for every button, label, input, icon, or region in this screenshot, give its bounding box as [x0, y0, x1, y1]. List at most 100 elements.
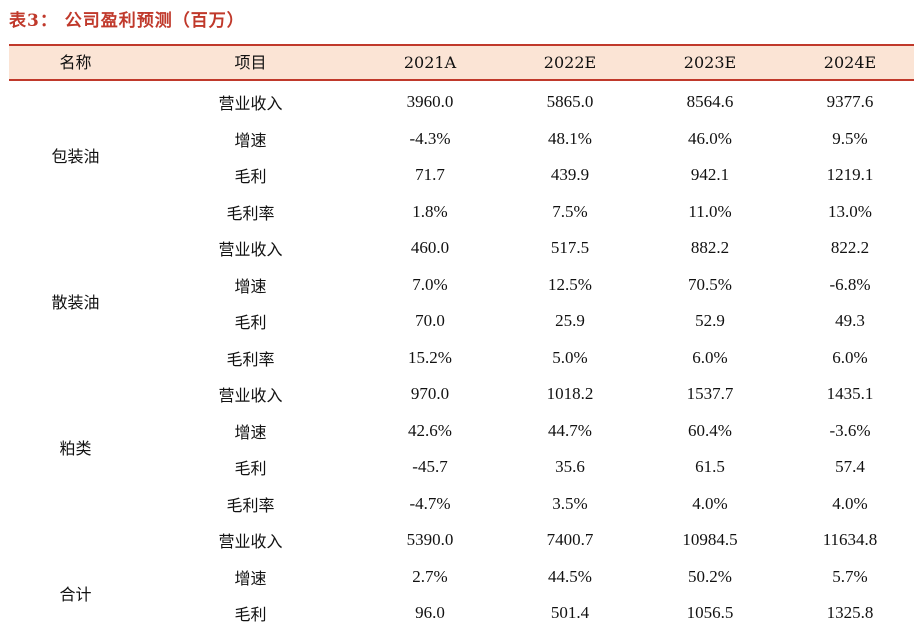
value-cell-2021A: 1.8% [412, 201, 448, 221]
row-item-label: 增速 [234, 422, 267, 442]
table-row: 营业收入 460.0 517.5 882.2 822.2 [0, 230, 916, 267]
value-cell-2022E: 3.5% [552, 493, 588, 513]
row-item-label: 增速 [234, 568, 267, 588]
value-cell-2024E: 1325.8 [826, 603, 874, 622]
table-row: 增速 -4.3% 48.1% 46.0% 9.5% [0, 121, 916, 158]
table-top-rule [9, 44, 914, 46]
row-item-label: 增速 [234, 130, 267, 150]
table-row: 营业收入 970.0 1018.2 1537.7 1435.1 [0, 376, 916, 413]
value-cell-2023E: 61.5 [695, 457, 725, 476]
row-item-label: 毛利率 [226, 203, 275, 223]
value-cell-2024E: -3.6% [829, 420, 871, 440]
value-cell-2021A: 96.0 [415, 603, 445, 622]
value-cell-2022E: 5865.0 [546, 92, 594, 111]
value-cell-2024E: -6.8% [829, 274, 871, 294]
value-cell-2022E: 1018.2 [546, 384, 594, 403]
value-cell-2024E: 5.7% [832, 566, 868, 586]
row-item-label: 增速 [234, 276, 267, 296]
value-cell-2021A: 3960.0 [406, 92, 454, 111]
value-cell-2023E: 1056.5 [686, 603, 734, 622]
table-row: 毛利率 -4.7% 3.5% 4.0% 4.0% [0, 486, 916, 523]
row-item-label: 营业收入 [218, 386, 283, 405]
value-cell-2023E: 11.0% [688, 201, 732, 221]
table-row: 毛利 70.0 25.9 52.9 49.3 [0, 303, 916, 340]
value-cell-2022E: 44.5% [548, 566, 592, 586]
value-cell-2023E: 50.2% [688, 566, 732, 586]
row-item-label: 毛利 [234, 459, 267, 478]
row-item-label: 毛利率 [226, 495, 275, 515]
value-cell-2022E: 35.6 [555, 457, 585, 476]
header-year-2023: 2023E [683, 53, 737, 72]
row-item-label: 毛利 [234, 167, 267, 186]
group-label: 合计 [59, 585, 92, 604]
value-cell-2021A: 970.0 [410, 384, 450, 403]
value-cell-2023E: 46.0% [688, 128, 732, 148]
value-cell-2021A: 5390.0 [406, 530, 454, 549]
table-row: 毛利 -45.7 35.6 61.5 57.4 [0, 449, 916, 486]
value-cell-2023E: 6.0% [692, 347, 728, 367]
value-cell-2023E: 52.9 [695, 311, 725, 330]
value-cell-2021A: 15.2% [408, 347, 452, 367]
value-cell-2022E: 439.9 [550, 165, 590, 184]
value-cell-2021A: 460.0 [410, 238, 450, 257]
table-row: 营业收入 3960.0 5865.0 8564.6 9377.6 [0, 84, 916, 121]
value-cell-2022E: 517.5 [550, 238, 590, 257]
value-cell-2024E: 822.2 [830, 238, 870, 257]
value-cell-2023E: 70.5% [688, 274, 732, 294]
table-row: 增速 2.7% 44.5% 50.2% 5.7% [0, 559, 916, 596]
value-cell-2021A: 42.6% [408, 420, 452, 440]
row-item-label: 营业收入 [218, 94, 283, 113]
value-cell-2021A: 7.0% [412, 274, 448, 294]
value-cell-2024E: 9.5% [832, 128, 868, 148]
value-cell-2024E: 11634.8 [822, 530, 878, 549]
value-cell-2023E: 10984.5 [682, 530, 738, 549]
row-item-label: 毛利 [234, 313, 267, 332]
header-year-2024: 2024E [823, 53, 877, 72]
value-cell-2022E: 44.7% [548, 420, 592, 440]
value-cell-2022E: 501.4 [550, 603, 590, 622]
value-cell-2023E: 942.1 [690, 165, 730, 184]
value-cell-2024E: 49.3 [835, 311, 865, 330]
value-cell-2023E: 882.2 [690, 238, 730, 257]
table-row: 毛利率 1.8% 7.5% 11.0% 13.0% [0, 194, 916, 231]
value-cell-2023E: 8564.6 [686, 92, 734, 111]
group-label: 散装油 [51, 293, 100, 312]
header-name: 名称 [59, 53, 92, 72]
table-header [9, 46, 914, 79]
value-cell-2022E: 25.9 [555, 311, 585, 330]
value-cell-2023E: 60.4% [688, 420, 732, 440]
value-cell-2021A: 71.7 [415, 165, 445, 184]
table-row: 毛利 96.0 501.4 1056.5 1325.8 [0, 595, 916, 632]
value-cell-2024E: 9377.6 [826, 92, 874, 111]
value-cell-2021A: -4.7% [409, 493, 451, 513]
table-row: 增速 7.0% 12.5% 70.5% -6.8% [0, 267, 916, 304]
value-cell-2022E: 12.5% [548, 274, 592, 294]
value-cell-2022E: 48.1% [548, 128, 592, 148]
row-item-label: 营业收入 [218, 240, 283, 259]
value-cell-2024E: 13.0% [828, 201, 872, 221]
table-row: 营业收入 5390.0 7400.7 10984.5 11634.8 [0, 522, 916, 559]
table-title: 表3： 公司盈利预测（百万） [9, 11, 245, 31]
value-cell-2024E: 4.0% [832, 493, 868, 513]
value-cell-2023E: 1537.7 [686, 384, 734, 403]
table-row: 增速 42.6% 44.7% 60.4% -3.6% [0, 413, 916, 450]
row-item-label: 毛利率 [226, 349, 275, 369]
value-cell-2021A: -45.7 [412, 457, 448, 476]
value-cell-2021A: 70.0 [415, 311, 445, 330]
value-cell-2021A: -4.3% [409, 128, 451, 148]
value-cell-2021A: 2.7% [412, 566, 448, 586]
value-cell-2024E: 6.0% [832, 347, 868, 367]
table-row: 毛利 71.7 439.9 942.1 1219.1 [0, 157, 916, 194]
value-cell-2022E: 5.0% [552, 347, 588, 367]
header-year-2022: 2022E [543, 53, 597, 72]
table-header-rule [9, 79, 914, 81]
value-cell-2024E: 57.4 [835, 457, 865, 476]
value-cell-2022E: 7.5% [552, 201, 588, 221]
table-row: 毛利率 15.2% 5.0% 6.0% 6.0% [0, 340, 916, 377]
header-item: 项目 [234, 53, 267, 72]
value-cell-2024E: 1219.1 [826, 165, 874, 184]
row-item-label: 毛利 [234, 605, 267, 624]
group-label: 包装油 [51, 147, 100, 166]
value-cell-2023E: 4.0% [692, 493, 728, 513]
header-year-2021: 2021A [403, 53, 457, 72]
